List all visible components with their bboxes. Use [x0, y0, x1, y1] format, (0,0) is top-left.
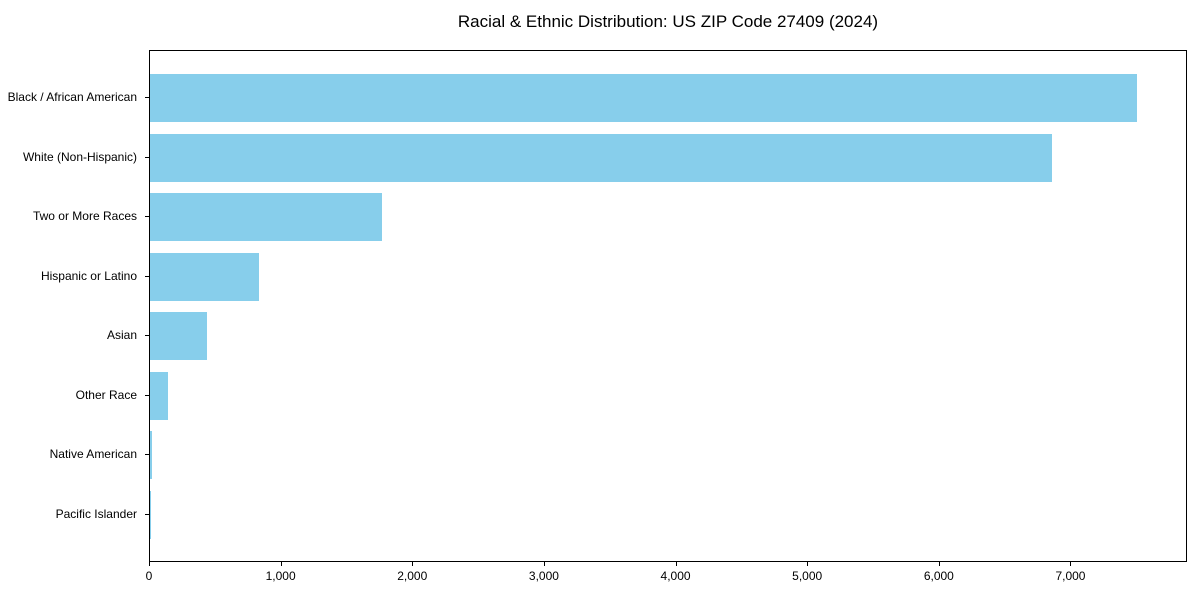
y-tick-label: Asian: [106, 328, 137, 343]
bar: [150, 133, 1052, 182]
y-axis: Black / African American White (Non-Hispa…: [0, 50, 149, 562]
x-axis: 0 1,000 2,000 3,000 4,000 5,000 6,000 7,000: [145, 562, 1187, 592]
x-tick-label: 2,000: [397, 569, 428, 583]
x-tick-label: 4,000: [660, 569, 691, 583]
y-tick-label: Other Race: [75, 387, 137, 402]
bar: [150, 312, 207, 361]
x-tick-mark: [280, 562, 282, 566]
plot-area: [149, 50, 1187, 562]
x-tick-mark: [807, 562, 809, 566]
x-tick-label: 1,000: [265, 569, 296, 583]
y-tick-mark: [145, 394, 149, 396]
chart-title: Racial & Ethnic Distribution: US ZIP Cod…: [457, 12, 879, 31]
x-tick-label: 5,000: [792, 569, 823, 583]
bar: [150, 491, 151, 539]
x-tick-mark: [543, 562, 545, 566]
x-tick-label: 0: [145, 569, 153, 583]
x-tick-mark: [675, 562, 677, 566]
bar: [150, 252, 260, 301]
y-tick-label: Native American: [49, 447, 137, 462]
bar: [150, 371, 168, 420]
y-tick-label: Two or More Races: [32, 209, 137, 224]
y-tick-label: Pacific Islander: [55, 507, 137, 521]
y-tick-mark: [145, 156, 149, 158]
x-tick-mark: [149, 562, 150, 566]
bar: [150, 431, 152, 480]
x-tick-mark: [938, 562, 940, 566]
x-tick-label: 7,000: [1055, 569, 1086, 583]
x-tick-mark: [1070, 562, 1072, 566]
y-tick-mark: [145, 275, 149, 277]
bar: [150, 74, 1138, 122]
y-tick-label: Hispanic or Latino: [40, 268, 137, 283]
y-tick-mark: [145, 335, 149, 337]
y-tick-label: Black / African American: [7, 90, 137, 104]
y-tick-mark: [145, 514, 149, 515]
x-tick-mark: [412, 562, 414, 566]
x-tick-label: 6,000: [923, 569, 954, 583]
y-tick-mark: [145, 216, 149, 218]
y-tick-mark: [145, 454, 149, 456]
y-tick-mark: [145, 97, 149, 98]
x-tick-label: 3,000: [528, 569, 559, 583]
bar: [150, 193, 382, 242]
y-tick-label: White (Non-Hispanic): [22, 149, 137, 164]
